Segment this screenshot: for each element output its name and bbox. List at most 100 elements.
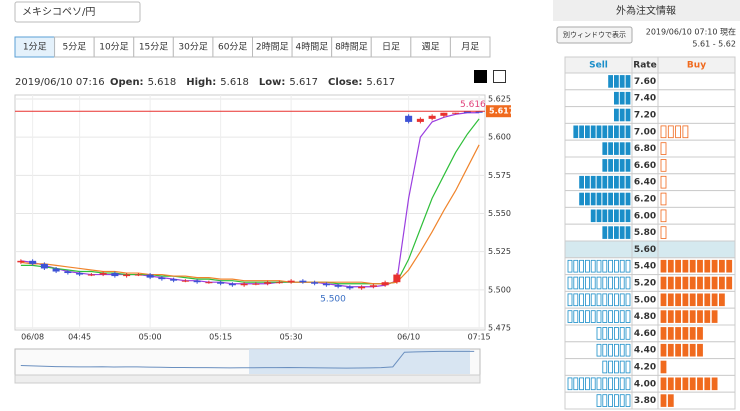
x-tick-label: 04:45 — [68, 333, 91, 342]
sell-block — [625, 209, 631, 223]
sell-block — [567, 293, 573, 307]
buy-block — [719, 276, 725, 290]
sell-block — [614, 276, 619, 290]
sell-block — [602, 276, 608, 290]
timeframe-label: 60分足 — [218, 42, 247, 53]
sell-block — [585, 310, 590, 323]
asof: 2019/06/10 07:10 現在 — [646, 27, 736, 37]
rate-label: 5.80 — [634, 228, 656, 238]
sell-block — [625, 108, 631, 122]
row-cell — [657, 139, 736, 158]
buy-block — [667, 343, 674, 357]
buy-block — [660, 360, 667, 374]
buy-block — [697, 293, 703, 307]
buy-block — [667, 276, 674, 290]
buy-block — [711, 377, 718, 391]
sell-block — [625, 360, 631, 374]
sell-block — [579, 125, 584, 139]
info-label: Open: — [110, 77, 144, 88]
rate-label: 4.60 — [634, 329, 656, 339]
timeframe-button[interactable] — [449, 36, 491, 58]
buy-block — [704, 259, 711, 273]
sell-block — [573, 377, 579, 391]
info-value: 5.617 — [289, 77, 318, 88]
rate-label: 7.20 — [634, 111, 656, 121]
sell-block — [608, 192, 613, 206]
sell-block — [602, 310, 608, 323]
sell-block — [596, 125, 602, 139]
sell-block — [625, 226, 631, 239]
theme-dark[interactable] — [474, 70, 487, 83]
sell-block — [625, 259, 631, 273]
buy-block — [704, 377, 711, 391]
sell-block — [625, 293, 631, 307]
sell-block — [602, 175, 608, 189]
sell-block — [579, 310, 584, 323]
sell-block — [619, 293, 625, 307]
buy-block — [689, 343, 696, 357]
sell-block — [590, 377, 596, 391]
row-cell — [657, 156, 736, 175]
sell-block — [619, 226, 625, 239]
plot-frame — [14, 94, 486, 331]
sell-block — [573, 259, 579, 273]
timeframe-label: 2時間足 — [256, 42, 289, 53]
buy-block — [675, 276, 681, 290]
candle-body — [322, 283, 330, 286]
popup-button[interactable] — [556, 26, 633, 44]
candle-body — [123, 274, 131, 277]
buy-block — [675, 343, 681, 357]
timeframe-label: 8時間足 — [335, 42, 368, 53]
rate-label: 6.00 — [634, 211, 656, 221]
sell-block — [596, 209, 602, 223]
info-value: 5.617 — [366, 77, 395, 88]
navigator-range[interactable] — [249, 349, 470, 374]
theme-light[interactable] — [493, 70, 506, 83]
sell-block — [614, 108, 619, 122]
y-tick-label: 5.525 — [488, 247, 511, 256]
sell-block — [596, 394, 602, 407]
rate-label: 5.60 — [634, 245, 656, 255]
sell-block — [590, 259, 596, 273]
candle-body — [17, 260, 25, 263]
sell-block — [608, 175, 613, 189]
sell-block — [619, 108, 625, 122]
candle-body — [146, 274, 154, 278]
y-tick-label: 5.550 — [488, 209, 511, 218]
rate-label: 4.00 — [634, 379, 656, 389]
buy-block — [719, 259, 725, 273]
timeframe-label: 30分足 — [178, 42, 207, 53]
sell-block — [619, 159, 625, 172]
select-box[interactable] — [14, 1, 141, 23]
candle-body — [311, 282, 319, 284]
candle-body — [405, 115, 413, 122]
sell-block — [619, 360, 625, 374]
buy-block — [689, 293, 696, 307]
rate-label: 7.00 — [634, 127, 656, 137]
buy-block — [697, 377, 703, 391]
row-cell — [657, 206, 736, 225]
pair-select[interactable]: メキシコペソ/円 — [14, 1, 141, 23]
buy-block — [689, 377, 696, 391]
sell-block — [625, 394, 631, 407]
timeframe-label: 1分足 — [23, 42, 47, 53]
buy-block — [682, 276, 689, 290]
candle-body — [217, 282, 225, 284]
row-cell — [564, 240, 633, 259]
candle-body — [205, 282, 213, 284]
sell-block — [614, 192, 619, 206]
candle-body — [170, 279, 178, 281]
navigator-scrollbar[interactable] — [14, 374, 481, 384]
y-tick-label: 5.575 — [488, 171, 511, 180]
timeframe-label: 月足 — [461, 42, 479, 53]
sell-block — [625, 377, 631, 391]
sell-block — [596, 192, 602, 206]
sell-block — [619, 259, 625, 273]
rate-label: 4.20 — [634, 363, 656, 373]
sell-block — [614, 310, 619, 323]
candle-body — [29, 260, 37, 264]
sell-block — [602, 159, 608, 172]
buy-block — [711, 259, 718, 273]
info-value: 5.618 — [148, 77, 177, 88]
timeframe-label: 5分足 — [63, 42, 87, 53]
